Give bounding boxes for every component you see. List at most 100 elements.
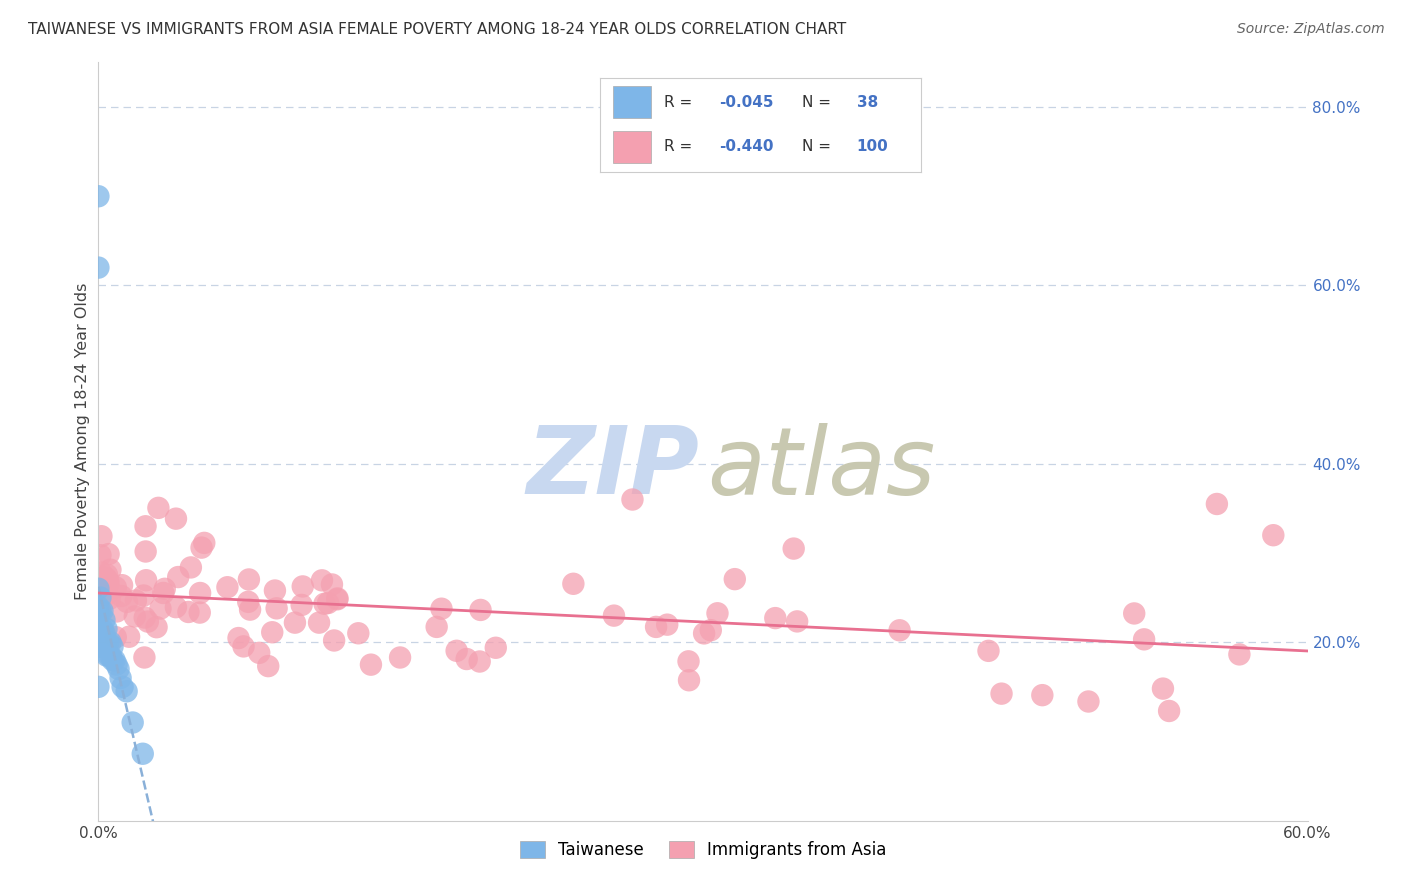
Point bbox=[430, 601, 453, 615]
Point bbox=[284, 615, 307, 630]
Y-axis label: Female Poverty Among 18-24 Year Olds: Female Poverty Among 18-24 Year Olds bbox=[75, 283, 90, 600]
Point bbox=[706, 607, 728, 621]
Point bbox=[90, 566, 112, 580]
Point bbox=[134, 650, 156, 665]
Point bbox=[96, 648, 118, 663]
Point bbox=[657, 617, 679, 632]
Point bbox=[101, 640, 124, 654]
Point bbox=[188, 606, 211, 620]
Point bbox=[90, 529, 112, 543]
Point bbox=[132, 747, 155, 761]
Point bbox=[645, 620, 668, 634]
Point bbox=[603, 608, 626, 623]
Point bbox=[485, 640, 508, 655]
Point bbox=[91, 604, 114, 618]
Point bbox=[97, 635, 120, 649]
Point bbox=[347, 626, 370, 640]
Point bbox=[1229, 648, 1251, 662]
Point bbox=[316, 596, 339, 610]
Point bbox=[87, 635, 110, 649]
Point bbox=[87, 640, 110, 654]
Point bbox=[93, 640, 115, 654]
Point bbox=[107, 662, 129, 676]
Point bbox=[148, 500, 170, 515]
Point bbox=[323, 633, 346, 648]
Point bbox=[239, 602, 262, 616]
Point bbox=[110, 671, 132, 685]
Point bbox=[135, 544, 157, 558]
Point bbox=[87, 680, 110, 694]
Point bbox=[426, 620, 449, 634]
Point bbox=[1077, 694, 1099, 708]
Point bbox=[97, 574, 120, 588]
Point bbox=[89, 548, 111, 562]
Point bbox=[188, 586, 211, 600]
Point bbox=[693, 626, 716, 640]
Point bbox=[105, 657, 128, 672]
Point bbox=[153, 582, 176, 596]
Point bbox=[977, 644, 1000, 658]
Point bbox=[167, 570, 190, 584]
Point bbox=[103, 653, 125, 667]
Point bbox=[360, 657, 382, 672]
Point bbox=[101, 653, 124, 667]
Point bbox=[135, 519, 157, 533]
Point bbox=[786, 615, 808, 629]
Point bbox=[91, 640, 114, 654]
Point bbox=[124, 609, 146, 624]
Point bbox=[100, 563, 122, 577]
Point bbox=[87, 631, 110, 645]
Point bbox=[1159, 704, 1181, 718]
Point bbox=[621, 492, 644, 507]
Legend: Taiwanese, Immigrants from Asia: Taiwanese, Immigrants from Asia bbox=[513, 834, 893, 865]
Point bbox=[98, 591, 121, 606]
Point bbox=[87, 608, 110, 623]
Point bbox=[326, 592, 349, 607]
Point bbox=[238, 595, 260, 609]
Point bbox=[1123, 607, 1146, 621]
Point bbox=[678, 673, 700, 688]
Point bbox=[100, 648, 122, 663]
Point bbox=[311, 574, 333, 588]
Point bbox=[97, 576, 120, 591]
Point bbox=[149, 601, 172, 615]
Point bbox=[96, 587, 118, 601]
Point bbox=[100, 635, 122, 649]
Text: atlas: atlas bbox=[707, 423, 935, 514]
Point bbox=[87, 599, 110, 614]
Point bbox=[291, 598, 314, 612]
Point bbox=[118, 630, 141, 644]
Point bbox=[180, 560, 202, 574]
Point bbox=[321, 577, 343, 591]
Point bbox=[1031, 688, 1053, 702]
Point bbox=[247, 646, 270, 660]
Point bbox=[87, 260, 110, 275]
Point bbox=[264, 583, 287, 598]
Point bbox=[96, 567, 118, 582]
Point bbox=[990, 687, 1012, 701]
Point bbox=[93, 613, 115, 627]
Point bbox=[93, 626, 115, 640]
Point bbox=[97, 547, 120, 561]
Point bbox=[232, 640, 254, 654]
Point bbox=[87, 622, 110, 636]
Point bbox=[266, 601, 288, 615]
Point bbox=[262, 625, 284, 640]
Point bbox=[135, 573, 157, 587]
Point bbox=[110, 589, 132, 603]
Point bbox=[136, 615, 159, 629]
Point bbox=[1206, 497, 1229, 511]
Point bbox=[193, 536, 215, 550]
Point bbox=[1263, 528, 1285, 542]
Point bbox=[228, 631, 250, 645]
Point bbox=[87, 189, 110, 203]
Point bbox=[105, 604, 128, 618]
Point bbox=[456, 652, 478, 666]
Point bbox=[308, 615, 330, 630]
Point bbox=[152, 586, 174, 600]
Point bbox=[89, 604, 111, 618]
Text: ZIP: ZIP bbox=[526, 422, 699, 514]
Point bbox=[724, 572, 747, 586]
Point bbox=[111, 680, 134, 694]
Point bbox=[121, 715, 143, 730]
